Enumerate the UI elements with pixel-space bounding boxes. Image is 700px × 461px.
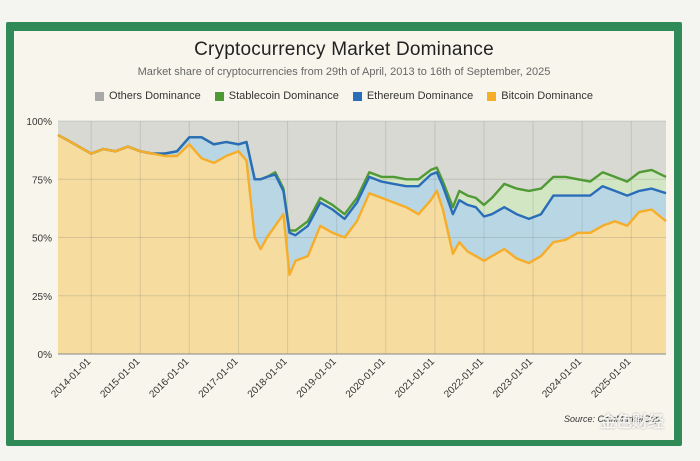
legend-swatch-stablecoin [214, 91, 224, 101]
chart-title: Cryptocurrency Market Dominance [194, 39, 494, 60]
legend-label-bitcoin: Bitcoin Dominance [501, 90, 593, 102]
stablecoin-dominance-area [58, 135, 666, 236]
x-tick-label: 2014-01-01 [49, 356, 93, 400]
watermark-logo: 金色财经 [599, 414, 664, 431]
x-tick-label: 2020-01-01 [344, 356, 388, 400]
legend-item-ethereum[interactable]: Ethereum Dominance [352, 90, 474, 102]
x-tick-label: 2018-01-01 [246, 356, 290, 400]
y-tick-label: 75% [32, 175, 52, 186]
chart-subtitle: Market share of cryptocurrencies from 29… [137, 66, 551, 78]
y-tick-label: 0% [38, 350, 53, 361]
legend-item-stablecoin[interactable]: Stablecoin Dominance [214, 90, 339, 102]
legend-swatch-others [95, 91, 105, 101]
x-tick-label: 2019-01-01 [295, 356, 339, 400]
x-tick-label: 2016-01-01 [148, 356, 192, 400]
legend-label-ethereum: Ethereum Dominance [366, 90, 474, 102]
x-tick-label: 2024-01-01 [540, 356, 584, 400]
bitcoin-dominance-area [58, 135, 666, 354]
legend-swatch-bitcoin [487, 91, 497, 101]
x-tick-label: 2015-01-01 [98, 356, 142, 400]
x-tick-label: 2025-01-01 [589, 356, 633, 400]
bitcoin-dominance-line [57, 133, 667, 276]
legend-label-others: Others Dominance [109, 90, 201, 102]
x-tick-label: 2022-01-01 [442, 356, 486, 400]
x-tick-label: 2023-01-01 [491, 356, 535, 400]
source-note: Source: CoinMarketCap [563, 414, 660, 424]
x-tick-label: 2021-01-01 [393, 356, 437, 400]
dominance-plot: 0% 25% 50% 75% 100% 2014-01-01 2015-01-01 2016-… [26, 117, 667, 400]
chart-card: Cryptocurrency Market Dominance Market s… [14, 31, 674, 440]
chart-legend: Others Dominance Stablecoin Dominance Et… [14, 90, 674, 102]
ethereum-dominance-area [58, 135, 666, 275]
ethereum-dominance-line [57, 133, 667, 237]
y-tick-label: 50% [32, 234, 52, 245]
legend-swatch-ethereum [352, 91, 362, 101]
legend-item-bitcoin[interactable]: Bitcoin Dominance [487, 90, 593, 102]
legend-item-others[interactable]: Others Dominance [95, 90, 201, 102]
x-tick-label: 2017-01-01 [197, 356, 241, 400]
legend-label-stablecoin: Stablecoin Dominance [228, 90, 339, 102]
y-tick-label: 100% [26, 117, 52, 128]
y-tick-label: 25% [32, 292, 52, 303]
